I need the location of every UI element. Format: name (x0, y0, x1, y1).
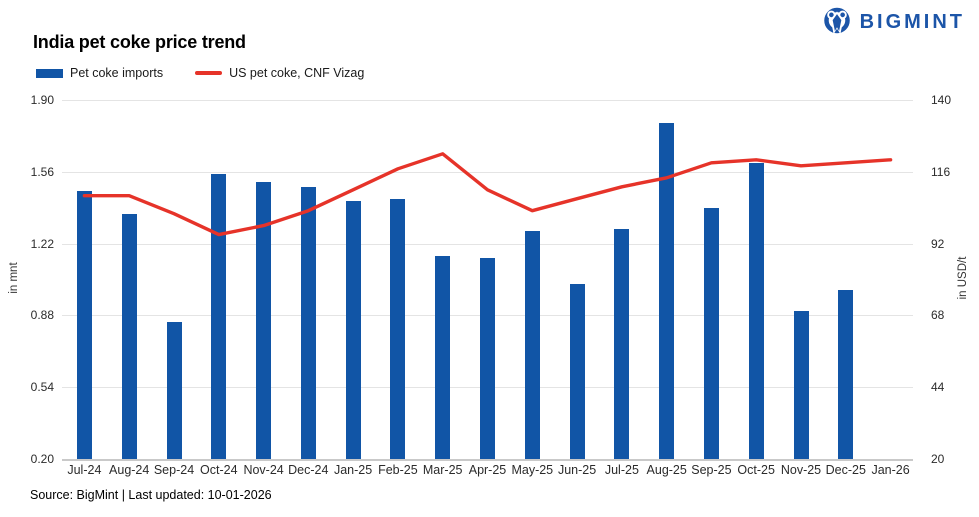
x-axis-label: Aug-24 (109, 463, 150, 477)
x-axis-label: Jan-26 (871, 463, 910, 477)
x-axis-label: Jun-25 (557, 463, 597, 477)
legend: Pet coke imports US pet coke, CNF Vizag (36, 66, 364, 80)
y-axis-right-title: in USD/t (957, 256, 969, 300)
y-axis-right-tick: 92 (931, 236, 945, 251)
bar-Mar-25 (435, 256, 451, 459)
bar-Aug-24 (121, 214, 137, 459)
brand-name: BIGMINT (859, 10, 965, 33)
bar-May-25 (524, 230, 540, 459)
x-axis-label: Sep-24 (153, 463, 195, 477)
bar-Jun-25 (569, 283, 585, 459)
x-axis-label: Oct-25 (737, 463, 775, 477)
x-axis-label: Dec-24 (288, 463, 329, 477)
legend-label-price: US pet coke, CNF Vizag (229, 66, 365, 80)
y-axis-left-tick: 0.20 (30, 452, 54, 466)
x-axis-label: May-25 (511, 463, 554, 477)
y-axis-right-tick: 68 (931, 308, 945, 323)
gridline (62, 100, 913, 101)
bar-Nov-24 (256, 182, 272, 459)
x-axis-label: Oct-24 (200, 463, 238, 477)
y-axis-right-tick: 20 (931, 452, 945, 466)
y-axis-left-tick: 1.56 (30, 164, 54, 179)
bar-Sep-25 (703, 207, 719, 459)
bar-Feb-25 (390, 199, 406, 459)
x-axis-label: Feb-25 (378, 463, 418, 477)
gridline (62, 171, 913, 173)
x-axis-label: Apr-25 (468, 463, 507, 477)
bar-Oct-24 (211, 173, 227, 459)
gridline (62, 459, 913, 461)
y-axis-left-tick: 1.22 (30, 236, 54, 251)
bigmint-person-icon (823, 7, 850, 34)
gridline (62, 243, 913, 245)
legend-label-imports: Pet coke imports (70, 66, 164, 80)
y-axis-left-tick: 1.90 (30, 93, 54, 107)
y-axis-right-tick: 116 (931, 164, 951, 179)
bar-Sep-24 (166, 321, 182, 459)
bar-Jan-25 (345, 201, 361, 459)
x-axis-label: Aug-25 (646, 463, 687, 477)
x-axis-label: Nov-25 (780, 463, 822, 477)
x-axis-label: Jul-24 (67, 463, 102, 477)
source-note: Source: BigMint | Last updated: 10-01-20… (30, 488, 272, 502)
bar-Oct-25 (748, 163, 764, 459)
line-series-swatch-icon (195, 71, 223, 75)
bar-Aug-25 (659, 123, 675, 459)
x-axis-label: Jan-25 (333, 463, 373, 477)
bar-Jul-25 (614, 228, 630, 459)
y-axis-left-tick: 0.88 (30, 308, 54, 323)
y-axis-right-tick: 140 (931, 93, 952, 107)
bar-Apr-25 (480, 258, 495, 459)
bar-Dec-25 (838, 290, 854, 459)
x-axis-label: Sep-25 (691, 463, 732, 477)
y-axis-right-tick: 44 (931, 380, 945, 395)
x-axis-label: Dec-25 (825, 463, 866, 477)
legend-item-price: US pet coke, CNF Vizag (195, 66, 364, 80)
bar-Nov-25 (793, 311, 809, 459)
x-axis-label: Mar-25 (422, 463, 463, 477)
x-axis-label: Nov-24 (243, 463, 284, 477)
x-axis-label: Jul-25 (604, 463, 639, 477)
bar-series-swatch-icon (36, 68, 63, 78)
y-axis-left-tick: 0.54 (30, 380, 54, 395)
chart-title: India pet coke price trend (33, 32, 246, 52)
bar-Dec-24 (300, 186, 316, 459)
legend-item-imports: Pet coke imports (36, 66, 163, 80)
y-axis-left-title: in mnt (8, 262, 20, 294)
bar-Jul-24 (76, 190, 92, 459)
bigmint-logo: BIGMINT (822, 6, 965, 38)
